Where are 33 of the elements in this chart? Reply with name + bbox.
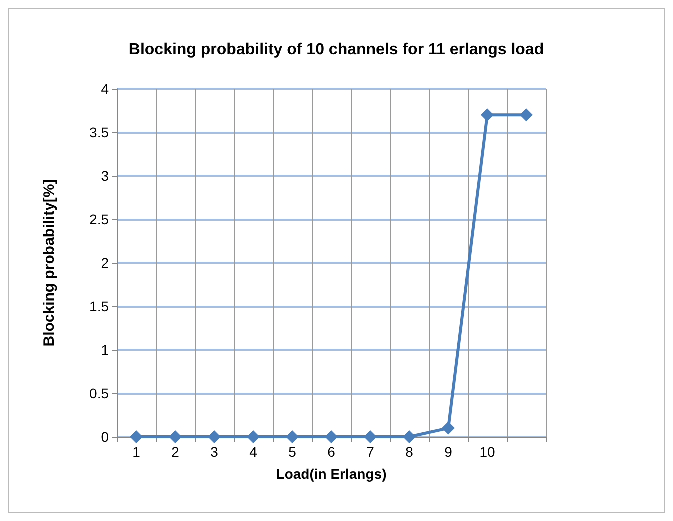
y-tick-label: 1.5 <box>90 298 110 314</box>
y-tick-label: 1 <box>101 342 110 358</box>
point <box>247 430 260 444</box>
point <box>442 422 455 435</box>
point <box>286 430 299 444</box>
y-tick-label: 0 <box>101 429 110 445</box>
point <box>520 108 533 122</box>
x-tick-label: 4 <box>250 444 258 460</box>
x-tick-label: 5 <box>288 444 297 460</box>
y-axis-title: Blocking probability[%] <box>41 179 58 347</box>
point <box>130 430 143 444</box>
y-tick-label: 3.5 <box>90 124 110 140</box>
point <box>325 430 338 444</box>
point <box>208 430 221 444</box>
x-tick-label: 7 <box>366 444 375 460</box>
y-tick-label: 2.5 <box>90 212 110 228</box>
point <box>403 430 416 444</box>
y-tick-label: 3 <box>101 168 110 184</box>
chart-title: Blocking probability of 10 channels for 11 erlangs load <box>128 42 544 58</box>
point <box>169 430 182 444</box>
point <box>364 430 377 444</box>
x-axis-title: Load(in Erlangs) <box>276 466 387 482</box>
x-tick-label: 6 <box>328 444 336 460</box>
y-tick-label: 2 <box>101 255 110 271</box>
y-tick-label: 4 <box>101 81 110 97</box>
x-tick-label: 2 <box>172 444 180 460</box>
x-tick-label: 9 <box>444 444 453 460</box>
x-tick-label: 10 <box>480 444 496 460</box>
x-tick-label: 1 <box>132 444 141 460</box>
y-tick-label: 0.5 <box>90 386 110 402</box>
x-tick-label: 8 <box>406 444 414 460</box>
point <box>481 108 494 122</box>
x-tick-label: 3 <box>210 444 219 460</box>
